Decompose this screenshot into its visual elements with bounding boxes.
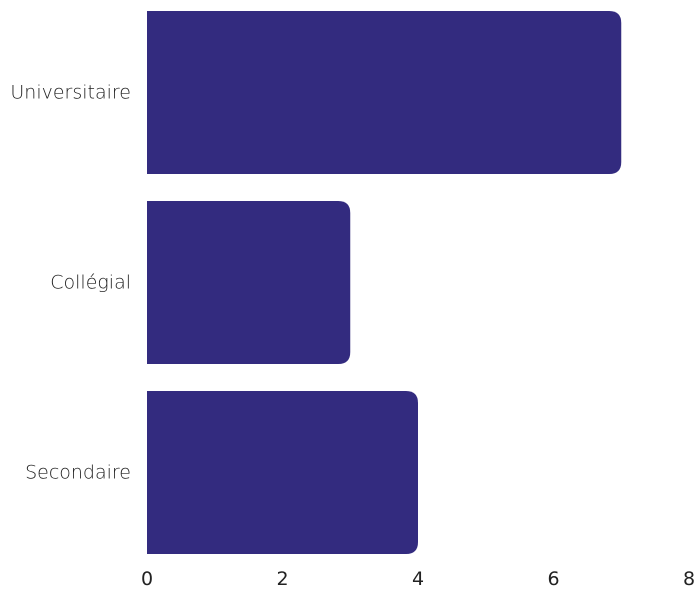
category-label-universitaire: Universitaire [10,82,131,104]
category-label-secondaire: Secondaire [25,462,131,484]
x-tick-label: 0 [141,568,153,589]
x-tick-label: 6 [547,568,559,589]
bar-universitaire [147,11,622,174]
bar-secondaire [147,391,418,554]
bar-collegial [147,201,351,364]
x-axis-tick-labels: 0 2 4 6 8 [141,568,695,589]
category-label-collegial: Collégial [50,272,131,294]
bars-group [147,11,622,554]
x-tick-label: 4 [412,568,424,589]
x-tick-label: 2 [276,568,288,589]
category-labels: Universitaire Collégial Secondaire [10,82,131,484]
x-tick-label: 8 [683,568,695,589]
